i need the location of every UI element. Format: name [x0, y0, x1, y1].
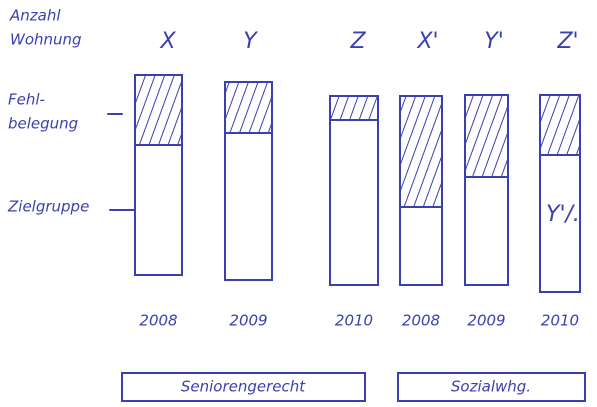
column-label: X	[159, 29, 176, 54]
annotation: Y'/.	[546, 202, 580, 227]
bar-outline	[539, 94, 581, 293]
group-label: Seniorengerecht	[181, 378, 306, 396]
bar-outline	[134, 74, 183, 276]
row-label: Fehl-	[8, 91, 45, 109]
bar-outline	[329, 95, 379, 286]
year-label: 2008	[402, 312, 440, 330]
year-label: 2010	[335, 312, 373, 330]
hatched-segment	[225, 82, 272, 133]
row-label: Zielgruppe	[7, 198, 89, 216]
axis-label: Anzahl	[9, 7, 61, 25]
year-label: 2009	[467, 312, 505, 330]
hatched-segment	[465, 95, 508, 177]
hatched-segment	[540, 95, 580, 155]
column-label: Z'	[556, 29, 578, 54]
bar-outline	[224, 81, 273, 281]
column-label: Y	[243, 29, 258, 54]
column-label: X'	[416, 29, 438, 54]
year-label: 2008	[139, 312, 177, 330]
columns: X 2008 Y 2009 Z 2010 X' 2008 Y' 2009 Z' 2010	[134, 29, 581, 330]
group-box	[397, 372, 586, 402]
column-label: Z	[349, 29, 366, 54]
row-label: belegung	[8, 115, 78, 133]
column-label: Y'	[484, 29, 504, 54]
hatched-segment	[330, 96, 378, 120]
year-label: 2009	[229, 312, 267, 330]
group-box	[121, 372, 366, 402]
group-label: Sozialwhg.	[451, 378, 531, 396]
bar-outline	[464, 94, 509, 286]
hatched-segment	[135, 75, 182, 145]
hatched-segment	[400, 96, 442, 207]
bar-outline	[399, 95, 443, 286]
year-label: 2010	[541, 312, 579, 330]
axis-label: Wohnung	[10, 31, 82, 49]
